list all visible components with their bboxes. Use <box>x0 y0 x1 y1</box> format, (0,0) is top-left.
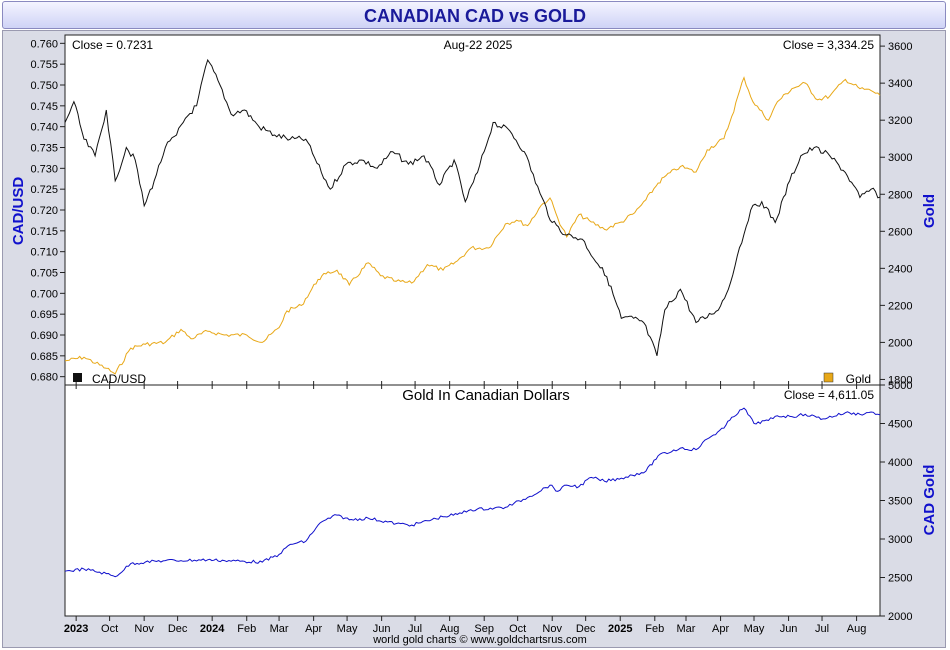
cad-tick-label: 0.730 <box>30 163 58 175</box>
gold-tick-label: 3000 <box>888 152 912 164</box>
cad-axis-ticks: 0.680 0.685 0.690 0.695 0.700 0.705 0.710 0.715… <box>30 38 65 384</box>
cad-gold-line <box>64 407 881 578</box>
x-tick-label: Jul <box>408 623 422 635</box>
x-axis-ticks: 2023 Oct Nov Dec 2024 Feb Mar Apr May Jun Jul Aug Se… <box>64 381 866 635</box>
x-tick-label: May <box>744 623 765 635</box>
gold-line <box>64 76 881 375</box>
bottom-plot-area <box>64 384 881 617</box>
cad-usd-line <box>64 58 881 356</box>
gold-tick-label: 2000 <box>888 337 912 349</box>
cad-tick-label: 0.760 <box>30 38 58 50</box>
x-tick-label: Aug <box>440 623 460 635</box>
cad-axis-title: CAD/USD <box>10 177 27 246</box>
cad-tick-label: 0.685 <box>30 351 58 363</box>
chart-date: Aug-22 2025 <box>444 38 513 52</box>
cadgold-panel-title: Gold In Canadian Dollars <box>402 387 570 404</box>
gold-legend-label: Gold <box>846 372 871 386</box>
cadgold-tick-label: 2500 <box>888 573 912 585</box>
cadgold-axis-title: CAD Gold <box>921 465 938 536</box>
x-tick-label: 2024 <box>200 623 225 635</box>
cad-tick-label: 0.725 <box>30 184 58 196</box>
cadgold-tick-label: 4000 <box>888 457 912 469</box>
cadgold-axis-ticks: 2000 2500 3000 3500 4000 4500 5000 <box>880 380 912 623</box>
chart-title: CANADIAN CAD vs GOLD <box>363 6 586 26</box>
cad-tick-label: 0.755 <box>30 59 58 71</box>
gold-legend-swatch <box>823 372 834 383</box>
x-tick-label: Feb <box>645 623 664 635</box>
gold-tick-label: 2600 <box>888 226 912 238</box>
gold-tick-label: 3400 <box>888 78 912 90</box>
x-tick-label: Dec <box>576 623 596 635</box>
x-tick-label: Oct <box>101 623 118 635</box>
x-tick-label: Jul <box>815 623 829 635</box>
x-tick-label: Apr <box>712 623 729 635</box>
x-tick-label: Nov <box>134 623 154 635</box>
x-tick-label: Jun <box>780 623 798 635</box>
x-tick-label: Dec <box>168 623 188 635</box>
gold-tick-label: 3200 <box>888 115 912 127</box>
cadgold-tick-label: 5000 <box>888 380 912 392</box>
gold-axis-ticks: 1800 2000 2200 2400 2600 2800 3000 3200 3400 3600 <box>880 41 912 386</box>
cad-tick-label: 0.735 <box>30 143 58 155</box>
cad-tick-label: 0.745 <box>30 101 58 113</box>
x-tick-label: May <box>337 623 358 635</box>
gold-tick-label: 2200 <box>888 300 912 312</box>
top-plot-area <box>64 34 881 386</box>
cad-tick-label: 0.715 <box>30 226 58 238</box>
cadgold-tick-label: 3500 <box>888 496 912 508</box>
gold-tick-label: 3600 <box>888 41 912 53</box>
cad-tick-label: 0.710 <box>30 247 58 259</box>
gold-axis-title: Gold <box>921 194 938 228</box>
x-tick-label: Oct <box>509 623 526 635</box>
cadgold-close-label: Close = 4,611.05 <box>784 388 875 402</box>
cad-legend-swatch <box>73 373 82 382</box>
x-tick-label: Mar <box>270 623 289 635</box>
cad-close-label: Close = 0.7231 <box>72 38 153 52</box>
x-tick-label: Nov <box>542 623 562 635</box>
x-tick-label: Sep <box>474 623 494 635</box>
cad-tick-label: 0.680 <box>30 372 58 384</box>
cad-tick-label: 0.695 <box>30 309 58 321</box>
cadgold-tick-label: 2000 <box>888 611 912 623</box>
series-lines <box>64 58 881 578</box>
cad-tick-label: 0.700 <box>30 288 58 300</box>
cadgold-tick-label: 3000 <box>888 534 912 546</box>
gold-close-label: Close = 3,334.25 <box>783 38 874 52</box>
x-tick-label: Jun <box>373 623 391 635</box>
x-tick-label: Mar <box>677 623 696 635</box>
x-tick-label: 2023 <box>64 623 88 635</box>
x-tick-label: Apr <box>305 623 322 635</box>
gold-tick-label: 2800 <box>888 189 912 201</box>
x-tick-label: 2025 <box>608 623 632 635</box>
cad-tick-label: 0.720 <box>30 205 58 217</box>
footer-credit: world gold charts © www.goldchartsrus.co… <box>372 634 587 646</box>
x-tick-label: Feb <box>237 623 256 635</box>
cad-tick-label: 0.705 <box>30 268 58 280</box>
x-tick-label: Aug <box>847 623 867 635</box>
cad-tick-label: 0.750 <box>30 80 58 92</box>
cadgold-tick-label: 4500 <box>888 419 912 431</box>
cad-tick-label: 0.690 <box>30 330 58 342</box>
gold-tick-label: 1800 <box>888 374 912 386</box>
cad-legend-label: CAD/USD <box>92 372 146 386</box>
title-bar: CANADIAN CAD vs GOLD <box>2 1 946 29</box>
cad-tick-label: 0.740 <box>30 122 58 134</box>
gold-tick-label: 2400 <box>888 263 912 275</box>
